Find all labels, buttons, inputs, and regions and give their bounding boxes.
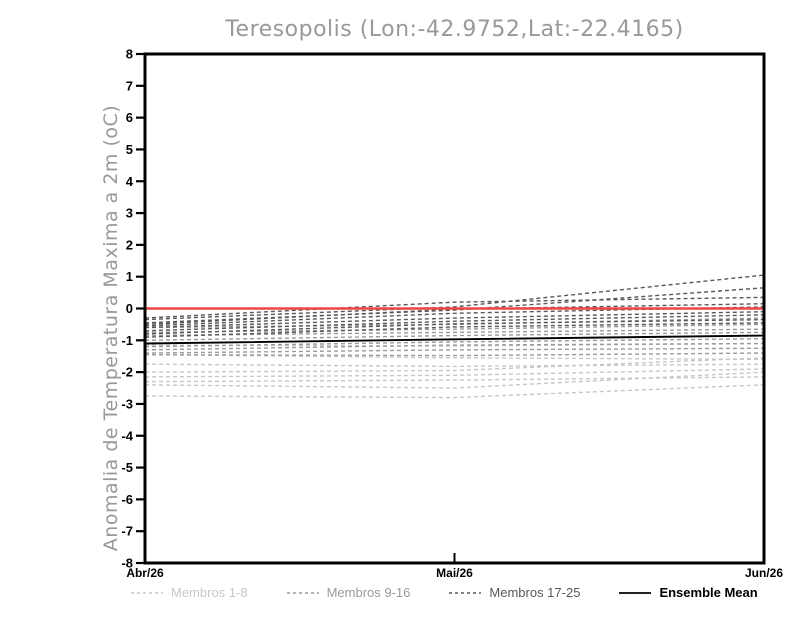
solid-line-sample-icon bbox=[619, 591, 652, 594]
ensemble-member-line-group-2 bbox=[144, 306, 765, 327]
legend-item-membros-1-8: Membros 1-8 bbox=[130, 585, 248, 600]
ensemble-mean-line bbox=[144, 334, 765, 345]
y-tick-label: -5 bbox=[121, 460, 133, 475]
y-tick-label: -6 bbox=[121, 492, 133, 507]
ensemble-member-line-group-0 bbox=[144, 342, 765, 347]
y-tick-label: -3 bbox=[121, 396, 133, 411]
dashed-line-sample-icon bbox=[131, 591, 163, 594]
ensemble-member-line-group-1 bbox=[144, 331, 765, 342]
ensemble-member-line-group-0 bbox=[144, 371, 765, 389]
y-tick-label: -4 bbox=[121, 428, 133, 443]
y-tick-label: 1 bbox=[126, 269, 133, 284]
y-tick-label: -1 bbox=[121, 333, 133, 348]
ensemble-member-line-group-0 bbox=[144, 357, 765, 373]
y-tick-label: 5 bbox=[126, 142, 133, 157]
legend: Membros 1-8 Membros 9-16 Membros 17-25 E… bbox=[130, 585, 758, 600]
x-tick-label: Abr/26 bbox=[126, 566, 164, 580]
legend-item-membros-9-16: Membros 9-16 bbox=[286, 585, 411, 600]
chart-title: Teresopolis (Lon:-42.9752,Lat:-22.4165) bbox=[225, 17, 684, 42]
ensemble-member-line-group-0 bbox=[144, 353, 765, 361]
x-tick-label: Jun/26 bbox=[745, 566, 783, 580]
dashed-line-sample-icon bbox=[286, 591, 319, 594]
ensemble-member-line-group-2 bbox=[144, 314, 765, 332]
ensemble-member-line-group-0 bbox=[144, 376, 765, 383]
y-tick-label: 4 bbox=[126, 174, 134, 189]
ensemble-member-line-group-2 bbox=[144, 274, 765, 321]
ensemble-member-line-group-0 bbox=[144, 363, 765, 368]
y-tick-label: -7 bbox=[121, 524, 133, 539]
legend-label: Membros 9-16 bbox=[326, 585, 411, 600]
y-tick-label: 7 bbox=[126, 78, 133, 93]
ensemble-member-line-group-1 bbox=[144, 323, 765, 334]
y-tick-label: 8 bbox=[126, 47, 133, 62]
ensemble-member-line-group-1 bbox=[144, 347, 765, 354]
ensemble-member-line-group-0 bbox=[144, 384, 765, 399]
ensemble-member-line-group-1 bbox=[144, 338, 765, 348]
y-tick-label: 3 bbox=[126, 206, 133, 221]
ensemble-member-line-group-1 bbox=[144, 342, 765, 351]
legend-label: Ensemble Mean bbox=[659, 585, 758, 600]
y-tick-label: 0 bbox=[126, 301, 133, 316]
y-tick-label: 6 bbox=[126, 110, 133, 125]
ensemble-member-line-group-1 bbox=[144, 352, 765, 357]
plot-frame bbox=[143, 52, 766, 565]
ensemble-member-line-group-1 bbox=[144, 328, 765, 337]
ensemble-member-line-group-0 bbox=[144, 368, 765, 378]
legend-label: Membros 17-25 bbox=[489, 585, 581, 600]
ensemble-member-line-group-2 bbox=[144, 287, 765, 324]
legend-item-membros-17-25: Membros 17-25 bbox=[448, 585, 580, 600]
ensemble-member-line-group-2 bbox=[144, 296, 765, 319]
x-tick-label: Mai/26 bbox=[436, 566, 473, 580]
legend-label: Membros 1-8 bbox=[171, 585, 248, 600]
y-tick-label: -2 bbox=[121, 365, 133, 380]
legend-item-ensemble-mean: Ensemble Mean bbox=[618, 585, 758, 600]
ensemble-member-line-group-2 bbox=[144, 310, 765, 329]
ensemble-member-line-group-2 bbox=[144, 322, 765, 338]
dashed-line-sample-icon bbox=[449, 591, 482, 594]
ensemble-member-line-group-2 bbox=[144, 318, 765, 335]
y-tick-label: -8 bbox=[121, 556, 133, 571]
y-tick-label: 2 bbox=[126, 237, 133, 252]
